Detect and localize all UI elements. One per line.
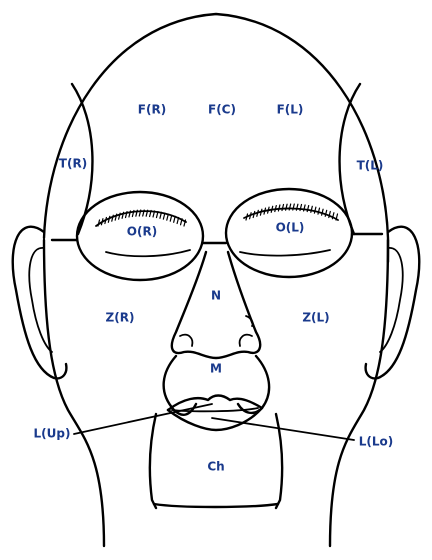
eyelash-stroke [138,209,142,217]
eyelash-stroke [179,218,183,226]
chin-region [148,412,284,510]
eyelash-stroke [104,216,107,225]
lip-upper [166,394,264,412]
eyelash-stroke [303,204,306,212]
eyelash-stroke [114,213,118,221]
eyelash-stroke [135,209,138,217]
ear-left [364,225,421,380]
eyelash-stroke [274,204,277,213]
eyelash-stroke [149,209,152,218]
eyelash-stroke [328,210,331,219]
label-forehead-center: F(C) [208,103,236,117]
eyelash-stroke [288,203,292,211]
eyelash-stroke [142,209,145,217]
ear-left-inner [379,247,404,353]
eyelash-stroke [128,210,132,218]
label-temple-left: T(L) [357,159,384,173]
eyelash-stroke [277,204,281,212]
ear-right-inner [28,247,53,353]
lip-lower [166,406,264,432]
head-outline [42,12,390,264]
eyelash-stroke [267,206,270,214]
label-orbit-right: O(R) [127,225,157,239]
eyelash-stroke [313,206,317,214]
eyelash-stroke [306,204,310,213]
chin-base [152,502,280,509]
label-lip-upper: L(Up) [34,427,71,441]
label-zygoma-right: Z(R) [106,311,135,325]
label-orbit-left: O(L) [276,221,305,235]
eyelash-stroke [97,219,101,227]
eyelash-stroke [100,218,104,226]
eyelash-stroke [310,205,313,213]
nose-outline [170,250,262,360]
leader-line-lip-lower [211,417,355,441]
eyelash-stroke [169,214,173,222]
eyelash-stroke [111,214,114,222]
eyelash-strokes [97,203,339,227]
eyelash-stroke [324,209,328,217]
eyelash-stroke [245,213,249,221]
nasal-alar-crease-right [245,315,254,327]
eyelash-stroke [331,212,335,220]
label-temple-right: T(R) [59,157,87,171]
eyelash-stroke [131,209,135,218]
eyelash-stroke [173,215,176,223]
eyelash-stroke [107,215,111,223]
jaw-left-outline [42,238,106,548]
nostril-right [179,333,194,347]
label-nose: N [211,289,221,303]
label-forehead-left: F(L) [277,103,304,117]
jaw-right-outline [328,238,390,548]
eyelash-stroke [281,203,285,212]
eyelash-stroke [166,213,169,221]
label-chin: Ch [207,460,224,474]
eyelash-stroke [295,203,299,211]
eyelash-stroke [145,209,149,217]
ear-right [11,225,68,380]
eyelash-stroke [335,213,339,221]
eyelash-stroke [124,210,128,219]
eyelash-stroke [317,207,321,215]
eyelash-stroke [263,207,267,215]
eyelash-stroke [159,211,163,219]
eyelash-stroke [285,203,288,211]
label-zygoma-left: Z(L) [302,311,329,325]
eyelash-stroke [299,203,303,212]
eyelash-stroke [176,216,180,225]
eyelash-stroke [118,212,121,220]
nostril-left [238,333,253,347]
label-mouth: M [210,362,222,376]
eyelash-stroke [249,212,252,220]
orbit-right-lens [75,190,205,282]
eye-right-lower-lid [105,249,191,258]
eyelash-stroke [321,208,324,216]
eyelash-stroke [183,219,187,227]
eyelash-stroke [162,212,166,220]
eyelash-stroke [256,209,259,217]
eyelash-stroke [270,205,274,213]
eyelash-stroke [292,203,295,211]
eyelash-stroke [252,210,256,219]
label-forehead-right: F(R) [138,103,166,117]
label-lip-lower: L(Lo) [359,435,394,449]
eyelash-stroke [155,210,159,219]
eyelash-stroke [121,211,125,219]
eyelash-stroke [152,210,156,218]
eye-left-lower-lid [239,249,331,257]
leader-line-lip-upper [73,403,213,435]
eyelash-stroke [259,208,263,216]
